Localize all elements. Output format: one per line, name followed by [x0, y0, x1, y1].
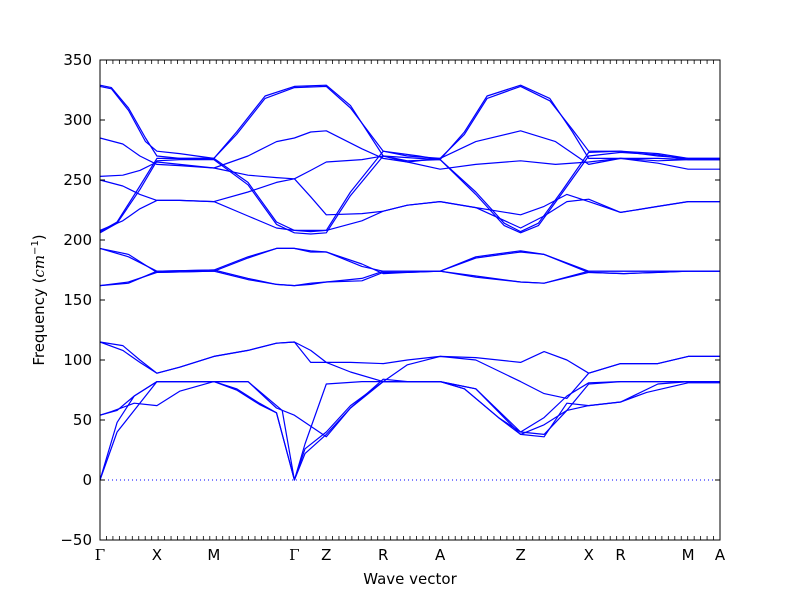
y-tick-label: −50: [60, 531, 92, 549]
band-4: [99, 378, 720, 438]
y-tick-label: 50: [73, 411, 92, 429]
y-tick-label: 300: [63, 111, 92, 129]
y-axis-label-unit: cm: [30, 255, 48, 278]
band-18: [99, 85, 720, 159]
y-tick-label: 100: [63, 351, 92, 369]
kpoint-label-6: R: [378, 546, 388, 564]
y-tick-label: 150: [63, 291, 92, 309]
kpoint-label-9: X: [584, 546, 594, 564]
y-axis-label-exp: −1: [30, 240, 41, 255]
kpoint-label-12: A: [715, 546, 726, 564]
kpoint-label-11: M: [682, 546, 695, 564]
kpoint-label-2: X: [152, 546, 162, 564]
band-3: [99, 381, 720, 481]
kpoint-label-10: R: [615, 546, 625, 564]
y-tick-label: 0: [82, 471, 92, 489]
plot-area: [100, 60, 720, 540]
series-layer: [99, 84, 720, 481]
band-16: [99, 198, 720, 233]
band-10: [99, 270, 720, 287]
y-axis-label-text: Frequency (: [30, 278, 48, 366]
band-17: [99, 84, 720, 162]
band-9: [99, 269, 720, 287]
kpoint-label-1: Γ: [95, 546, 105, 564]
y-axis-label-close: ): [30, 234, 48, 240]
y-tick-label: 250: [63, 171, 92, 189]
ticks-layer: −50 0 50 100 150 200 250 300 350 Γ X M Γ Z R A Z X R M A: [60, 51, 726, 564]
y-axis-label: Frequency (cm−1): [30, 234, 48, 365]
x-axis-label: Wave vector: [363, 570, 457, 588]
band-6: [99, 341, 720, 399]
kpoint-label-8: Z: [515, 546, 525, 564]
band-14: [99, 155, 720, 180]
band-13: [99, 130, 720, 170]
kpoint-label-7: A: [435, 546, 446, 564]
plot-frame: [99, 59, 721, 541]
y-tick-label: 200: [63, 231, 92, 249]
y-tick-label: 350: [63, 51, 92, 69]
kpoint-label-5: Z: [321, 546, 331, 564]
kpoint-label-4: Γ: [289, 546, 299, 564]
kpoint-label-3: M: [207, 546, 220, 564]
